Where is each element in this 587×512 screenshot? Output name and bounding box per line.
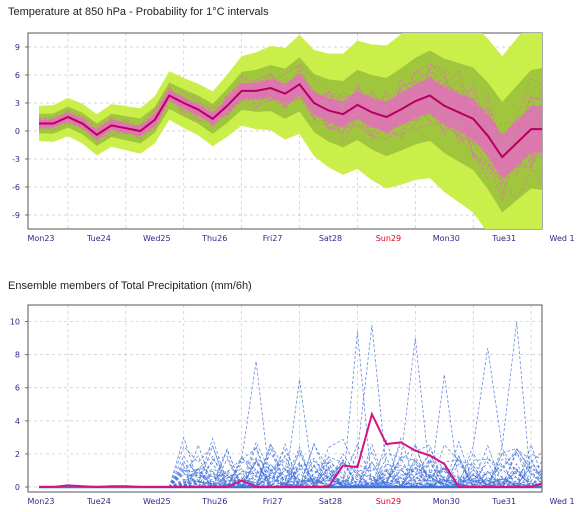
- x-day-label: Tue31: [491, 497, 516, 506]
- ensemble-member-line: [38, 66, 542, 159]
- x-day-label: Tue24: [86, 497, 111, 506]
- y-tick-label: 2: [15, 450, 20, 459]
- x-day-label: Wed25: [143, 497, 171, 506]
- y-tick-label: -6: [12, 183, 20, 192]
- plot-frame: [27, 304, 543, 493]
- x-day-label: Fri27: [263, 234, 283, 243]
- ensemble-member-line: [39, 338, 542, 488]
- y-tick-label: 6: [15, 71, 20, 80]
- temperature-chart-title: Temperature at 850 hPa - Probability for…: [8, 6, 269, 18]
- x-day-label: Mon23: [27, 497, 54, 506]
- ensemble-member-line: [38, 77, 542, 187]
- y-tick-label: 9: [15, 43, 20, 52]
- x-day-label: Tue24: [86, 234, 111, 243]
- y-tick-label: 4: [15, 417, 20, 426]
- temperature-data: [38, 33, 542, 229]
- ensemble-member-line: [38, 80, 542, 169]
- ensemble-member-line: [39, 321, 542, 489]
- x-day-label: Sun29: [376, 497, 401, 506]
- y-tick-label: 8: [15, 351, 20, 360]
- y-tick-label: 10: [10, 318, 20, 327]
- ensemble-member-line: [38, 76, 542, 176]
- x-day-label: Wed 1: [550, 234, 575, 243]
- x-day-label: Mon23: [27, 234, 54, 243]
- y-tick-label: 6: [15, 384, 20, 393]
- control-forecast-line: [39, 82, 542, 159]
- ensemble-member-line: [38, 62, 542, 137]
- precipitation-data: [39, 321, 542, 489]
- x-day-label: Thu26: [201, 497, 227, 506]
- precipitation-chart-title: Ensemble members of Total Precipitation …: [8, 280, 252, 292]
- y-tick-label: 3: [15, 99, 20, 108]
- ensemble-member-line: [39, 374, 542, 489]
- x-day-label: Fri27: [263, 497, 283, 506]
- x-day-label: Mon30: [433, 497, 460, 506]
- x-day-label: Tue31: [491, 234, 516, 243]
- x-day-label: Thu26: [201, 234, 227, 243]
- x-day-label: Sat28: [319, 234, 342, 243]
- ensemble-member-line: [38, 77, 542, 171]
- x-day-label: Sun29: [376, 234, 401, 243]
- y-tick-label: -3: [12, 155, 20, 164]
- control-forecast-line: [39, 411, 542, 489]
- precipitation-panel: [25, 304, 543, 493]
- axis-labels: -9 -6 -3 0 3 6 9 Mon23 Tue24 Wed25 Thu26 Fri27 Sat28…: [12, 43, 575, 243]
- axis-labels: 0 2 4 6 8 10 Mon23 Tue24 Wed25 Thu26 Fri27 Sat28 Sun…: [10, 318, 575, 506]
- y-tick-label: -9: [12, 211, 20, 220]
- ensemble-member-line: [38, 86, 542, 200]
- ensemble-member-line: [39, 324, 542, 488]
- ensemble-member-line: [38, 75, 542, 160]
- x-day-label: Sat28: [319, 497, 342, 506]
- ensemble-member-line: [39, 379, 542, 489]
- ensemble-member-line: [38, 77, 542, 139]
- x-day-label: Mon30: [433, 234, 460, 243]
- x-day-label: Wed25: [143, 234, 171, 243]
- x-day-label: Wed 1: [550, 497, 575, 506]
- y-tick-label: 0: [15, 127, 20, 136]
- y-tick-label: 0: [15, 483, 20, 492]
